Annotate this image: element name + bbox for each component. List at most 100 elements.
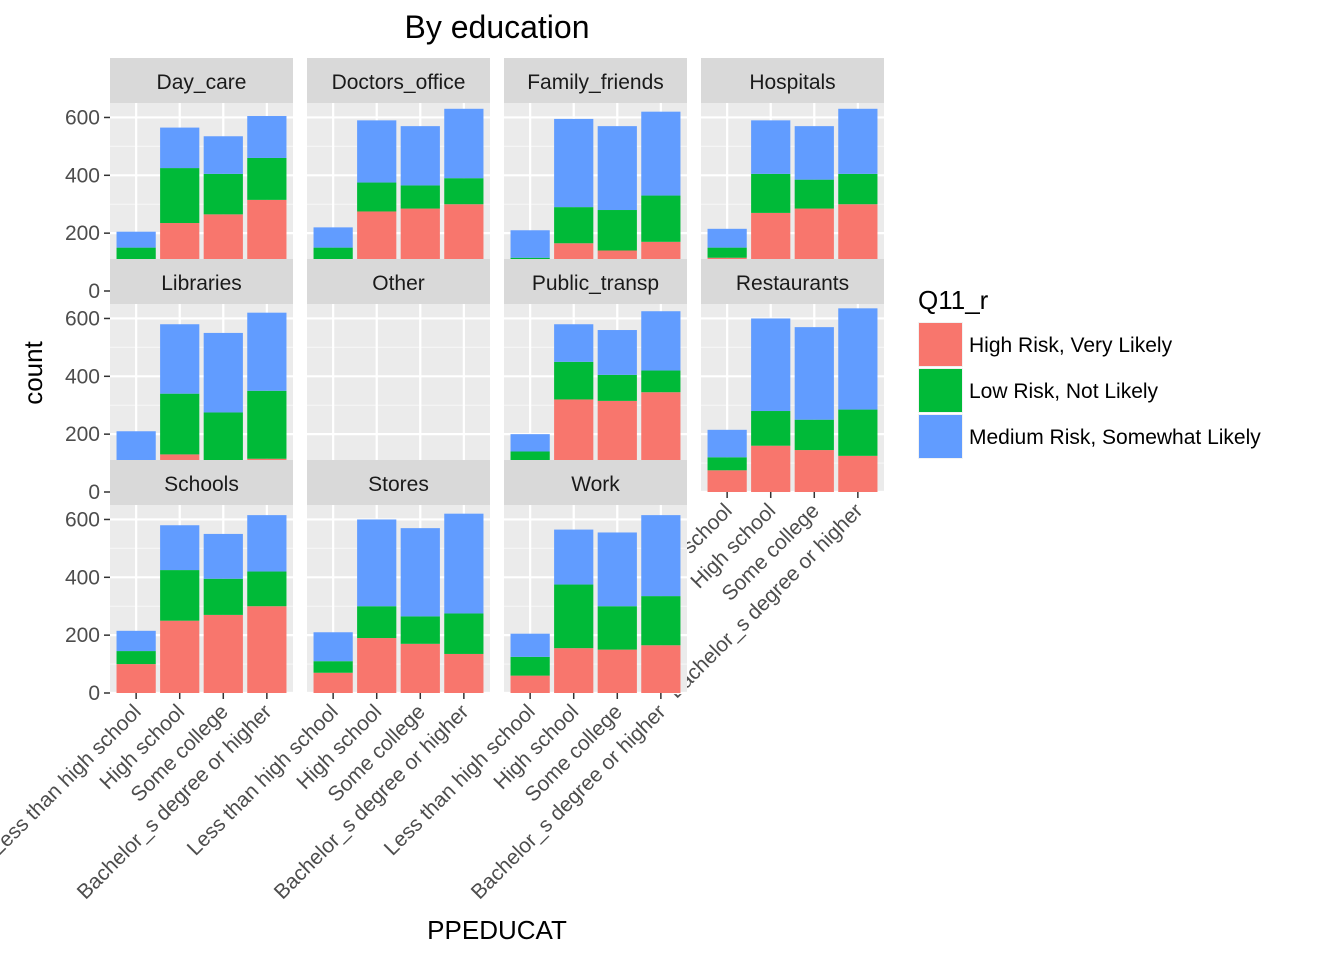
bar-stores-some-college-s0: [400, 643, 440, 693]
facet-strip: [504, 259, 687, 304]
bar-schools-some-college-s0: [203, 614, 243, 693]
y-tick-label: 600: [65, 106, 100, 129]
bar-family-friends-bachelor-s-degree-or-higher-s2: [641, 111, 681, 196]
bar-family-friends-high-school-s1: [554, 207, 594, 244]
bar-libraries-bachelor-s-degree-or-higher-s1: [247, 390, 287, 459]
bar-hospitals-bachelor-s-degree-or-higher-s1: [838, 173, 878, 205]
facet-strip: [307, 259, 490, 304]
facet-strip-label: Public_transp: [532, 272, 659, 295]
bar-libraries-some-college-s1: [203, 412, 243, 464]
bar-restaurants-high-school-s1: [751, 411, 791, 446]
bar-stores-bachelor-s-degree-or-higher-s0: [444, 653, 484, 693]
bar-stores-less-than-high-school-s2: [313, 632, 353, 662]
facet-strip-label: Other: [372, 272, 425, 295]
bar-stores-bachelor-s-degree-or-higher-s2: [444, 513, 484, 614]
bar-hospitals-bachelor-s-degree-or-higher-s2: [838, 108, 878, 174]
bar-work-bachelor-s-degree-or-higher-s0: [641, 645, 681, 693]
bar-public-transp-bachelor-s-degree-or-higher-s1: [641, 370, 681, 393]
bar-doctors-office-bachelor-s-degree-or-higher-s1: [444, 178, 484, 205]
facet-strip-label: Doctors_office: [332, 71, 466, 94]
bar-schools-some-college-s1: [203, 578, 243, 615]
x-axis-label: PPEDUCAT: [427, 915, 567, 945]
bar-work-some-college-s2: [597, 532, 637, 607]
bar-family-friends-bachelor-s-degree-or-higher-s1: [641, 195, 681, 242]
bar-restaurants-less-than-high-school-s1: [707, 457, 747, 471]
bar-schools-bachelor-s-degree-or-higher-s1: [247, 571, 287, 607]
bar-work-bachelor-s-degree-or-higher-s1: [641, 596, 681, 646]
bar-restaurants-bachelor-s-degree-or-higher-s2: [838, 308, 878, 410]
facet-strip: [110, 460, 293, 505]
bar-restaurants-some-college-s1: [794, 419, 834, 451]
y-tick-label: 400: [65, 164, 100, 187]
bar-hospitals-some-college-s2: [794, 126, 834, 180]
legend-label-low-risk-not-likely: Low Risk, Not Likely: [969, 380, 1159, 403]
facet-strip: [307, 460, 490, 505]
bar-schools-high-school-s0: [160, 620, 200, 693]
bar-day-care-some-college-s1: [203, 173, 243, 215]
bar-work-high-school-s1: [554, 584, 594, 649]
y-tick-label: 400: [65, 566, 100, 589]
legend: Q11_r High Risk, Very Likely Low Risk, No…: [918, 285, 1261, 459]
bar-work-less-than-high-school-s2: [510, 633, 550, 657]
facet-strip-label: Day_care: [157, 71, 247, 94]
bar-restaurants-some-college-s0: [794, 450, 834, 492]
facet-strip-label: Hospitals: [749, 71, 835, 94]
bar-public-transp-less-than-high-school-s1: [510, 451, 550, 464]
facet-strip-label: Schools: [164, 473, 239, 496]
bar-day-care-bachelor-s-degree-or-higher-s2: [247, 116, 287, 158]
facet-strip: [701, 259, 884, 304]
y-tick-label: 600: [65, 508, 100, 531]
bar-libraries-high-school-s1: [160, 393, 200, 455]
legend-label-medium-risk-somewhat-likely: Medium Risk, Somewhat Likely: [969, 426, 1261, 449]
bar-public-transp-less-than-high-school-s2: [510, 434, 550, 452]
bar-stores-less-than-high-school-s0: [313, 672, 353, 693]
bar-work-bachelor-s-degree-or-higher-s2: [641, 515, 681, 597]
bar-libraries-bachelor-s-degree-or-higher-s2: [247, 312, 287, 391]
bar-restaurants-bachelor-s-degree-or-higher-s0: [838, 455, 878, 492]
y-tick-label: 0: [88, 682, 100, 705]
y-tick-label: 0: [88, 481, 100, 504]
bar-family-friends-less-than-high-school-s2: [510, 230, 550, 258]
bar-work-some-college-s0: [597, 649, 637, 693]
bar-doctors-office-some-college-s1: [400, 185, 440, 209]
bar-libraries-high-school-s2: [160, 324, 200, 394]
y-axis-label: count: [18, 340, 48, 404]
facet-strip-label: Family_friends: [527, 71, 664, 94]
legend-key-high-risk-very-likely: [919, 323, 962, 366]
bar-doctors-office-some-college-s2: [400, 126, 440, 186]
bar-work-high-school-s0: [554, 648, 594, 693]
y-tick-label: 400: [65, 365, 100, 388]
bar-restaurants-some-college-s2: [794, 327, 834, 420]
bar-stores-high-school-s0: [357, 638, 397, 693]
facet-strip: [110, 259, 293, 304]
bar-stores-some-college-s1: [400, 616, 440, 644]
legend-label-high-risk-very-likely: High Risk, Very Likely: [969, 334, 1173, 357]
bar-family-friends-high-school-s2: [554, 118, 594, 208]
bar-restaurants-bachelor-s-degree-or-higher-s1: [838, 409, 878, 456]
bar-schools-high-school-s1: [160, 570, 200, 621]
bar-day-care-some-college-s2: [203, 136, 243, 174]
bar-doctors-office-bachelor-s-degree-or-higher-s2: [444, 108, 484, 179]
bar-restaurants-high-school-s0: [751, 445, 791, 492]
bar-restaurants-high-school-s2: [751, 318, 791, 412]
facet-panels: Day_care 0 200 400 600 Doctors_office Family_f…: [0, 58, 884, 904]
bar-day-care-less-than-high-school-s2: [116, 231, 156, 248]
legend-key-low-risk-not-likely: [919, 369, 962, 412]
bar-doctors-office-less-than-high-school-s2: [313, 227, 353, 248]
bar-schools-bachelor-s-degree-or-higher-s0: [247, 606, 287, 693]
legend-title: Q11_r: [918, 285, 989, 315]
bar-stores-bachelor-s-degree-or-higher-s1: [444, 613, 484, 654]
bar-stores-less-than-high-school-s1: [313, 661, 353, 673]
bar-libraries-less-than-high-school-s2: [116, 431, 156, 461]
bar-schools-bachelor-s-degree-or-higher-s2: [247, 515, 287, 572]
bar-doctors-office-high-school-s2: [357, 120, 397, 183]
bar-schools-some-college-s2: [203, 533, 243, 579]
bar-public-transp-some-college-s2: [597, 330, 637, 375]
bar-hospitals-less-than-high-school-s2: [707, 228, 747, 248]
facet-strip: [307, 58, 490, 103]
bar-work-less-than-high-school-s1: [510, 656, 550, 676]
facet-strip-label: Restaurants: [736, 272, 849, 295]
bar-work-less-than-high-school-s0: [510, 675, 550, 693]
facet-doctors-office: Doctors_office: [307, 58, 490, 297]
bar-libraries-some-college-s2: [203, 332, 243, 413]
